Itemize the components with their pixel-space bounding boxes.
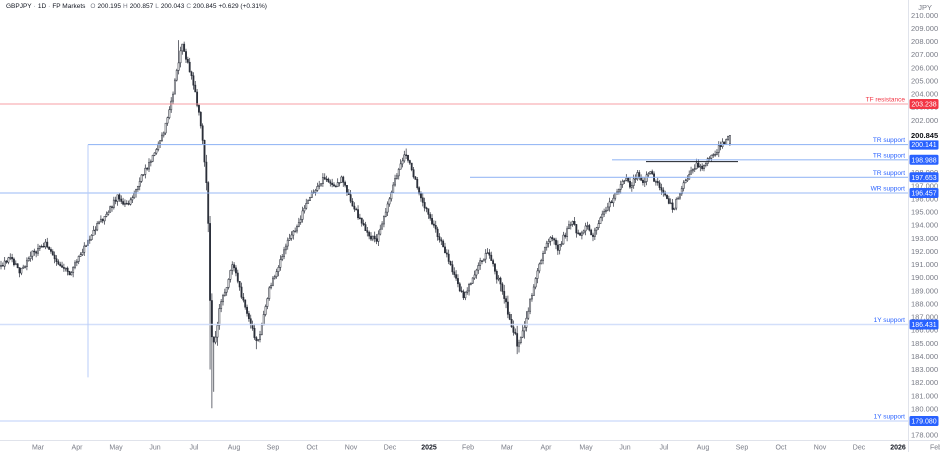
- currency-label[interactable]: JPY: [918, 3, 932, 12]
- badge-price-text: 197.653: [911, 175, 936, 182]
- badge-price-text: 203.238: [911, 102, 936, 109]
- badge-price-text: 200.141: [911, 142, 936, 149]
- month-label: Feb: [930, 445, 940, 452]
- price-tick-label: 188.000: [911, 299, 938, 308]
- price-tick-label: 206.000: [911, 63, 938, 72]
- price-tick-label: 189.000: [911, 286, 938, 295]
- month-label: May: [109, 445, 123, 452]
- price-tick-label: 204.000: [911, 90, 938, 99]
- badge-price-text: 198.988: [911, 157, 936, 164]
- symbol-legend[interactable]: GBPJPY · 1D · FP Markets O 200.195 H 200.857 L 200…: [6, 3, 269, 10]
- open-label: O: [90, 3, 96, 10]
- price-tick-label: 185.000: [911, 339, 938, 348]
- month-label: Jun: [149, 445, 160, 452]
- legend-separator: ·: [33, 3, 36, 10]
- month-label: Nov: [814, 445, 827, 452]
- support-label: TR support: [873, 170, 905, 177]
- price-tick-label: 180.000: [911, 404, 938, 413]
- month-label: Aug: [697, 445, 710, 452]
- support-label: 1Y support: [874, 317, 906, 324]
- close-value: 200.845: [193, 3, 217, 10]
- price-tick-label: 184.000: [911, 352, 938, 361]
- year-label: 2026: [890, 445, 906, 452]
- month-label: Feb: [462, 445, 474, 452]
- change-value: +0.629 (+0.31%): [218, 3, 267, 10]
- support-label: TR support: [873, 152, 905, 159]
- badge-price-text: 196.457: [911, 191, 936, 198]
- price-tick-label: 193.000: [911, 234, 938, 243]
- price-tick-label: 196.000: [911, 194, 938, 203]
- price-badges: 203.238 200.141 198.988 197.653 196.457 186.4…: [909, 99, 939, 426]
- month-label: Jul: [190, 445, 199, 452]
- month-label: Dec: [384, 445, 397, 452]
- candlestick-series: [0, 40, 731, 409]
- price-tick-label: 187.000: [911, 313, 938, 322]
- level-labels-layer: TF resistance TR support TR support TR supp…: [866, 97, 906, 421]
- price-axis-ticks[interactable]: 210.000 209.000 208.000 207.000 206.000 205.0…: [911, 11, 938, 440]
- price-tick-label: 210.000: [911, 11, 938, 20]
- price-tick-label: 190.000: [911, 273, 938, 282]
- year-label: 2025: [421, 445, 437, 452]
- high-value: 200.857: [129, 3, 154, 10]
- close-label: C: [186, 3, 192, 10]
- price-tick-label: 195.000: [911, 208, 938, 217]
- time-axis-labels[interactable]: Mar Apr May Jun Jul Aug Sep Oct Nov Dec 2025 Feb Mar…: [32, 445, 940, 452]
- price-tick-label: 202.000: [911, 116, 938, 125]
- price-tick-label: 181.000: [911, 391, 938, 400]
- last-price-text: 200.845: [911, 131, 938, 140]
- price-tick-label: 186.000: [911, 326, 938, 335]
- support-price-badge: [909, 154, 939, 165]
- month-label: May: [579, 445, 593, 452]
- resistance-price-badge: [909, 99, 939, 109]
- support-label: TR support: [873, 137, 905, 144]
- price-tick-label: 208.000: [911, 37, 938, 46]
- month-label: Apr: [541, 445, 553, 452]
- support-price-badge: [909, 139, 939, 150]
- price-tick-label: 182.000: [911, 378, 938, 387]
- month-label: Mar: [501, 445, 514, 452]
- support-price-badge: [909, 319, 939, 330]
- month-label: Apr: [72, 445, 84, 452]
- price-tick-label: 183.000: [911, 365, 938, 374]
- low-label: L: [155, 3, 159, 10]
- month-label: Sep: [267, 445, 280, 452]
- interval-label[interactable]: 1D: [37, 3, 47, 10]
- price-tick-label: 207.000: [911, 50, 938, 59]
- month-label: Aug: [228, 445, 241, 452]
- price-tick-label: 178.000: [911, 431, 938, 440]
- month-label: Jun: [619, 445, 630, 452]
- provider-label: FP Markets: [52, 3, 86, 10]
- support-label: WR support: [871, 185, 906, 192]
- price-tick-label: 205.000: [911, 76, 938, 85]
- open-value: 200.195: [97, 3, 121, 10]
- month-label: Mar: [32, 445, 45, 452]
- price-tick-label: 191.000: [911, 260, 938, 269]
- level-lines-layer: [0, 103, 908, 422]
- price-tick-label: 209.000: [911, 24, 938, 33]
- price-tick-label: 192.000: [911, 247, 938, 256]
- low-value: 200.043: [160, 3, 185, 10]
- month-label: Nov: [345, 445, 358, 452]
- month-label: Oct: [776, 445, 787, 452]
- month-label: Jul: [660, 445, 669, 452]
- price-tick-label: 194.000: [911, 221, 938, 230]
- badge-price-text: 179.080: [911, 419, 936, 426]
- month-label: Sep: [736, 445, 749, 452]
- badge-price-text: 186.431: [911, 322, 936, 329]
- high-label: H: [122, 3, 128, 10]
- symbol-name[interactable]: GBPJPY: [6, 3, 32, 10]
- price-tick-label: 197.000: [911, 181, 938, 190]
- support-price-badge: [909, 416, 939, 426]
- month-label: Oct: [307, 445, 318, 452]
- last-price-badge: [909, 130, 939, 141]
- month-label: Dec: [853, 445, 866, 452]
- support-price-badge: [909, 188, 939, 198]
- legend-separator: ·: [48, 3, 51, 10]
- support-price-badge: [909, 172, 939, 183]
- resistance-label: TF resistance: [866, 97, 906, 104]
- support-label: 1Y support: [874, 413, 906, 420]
